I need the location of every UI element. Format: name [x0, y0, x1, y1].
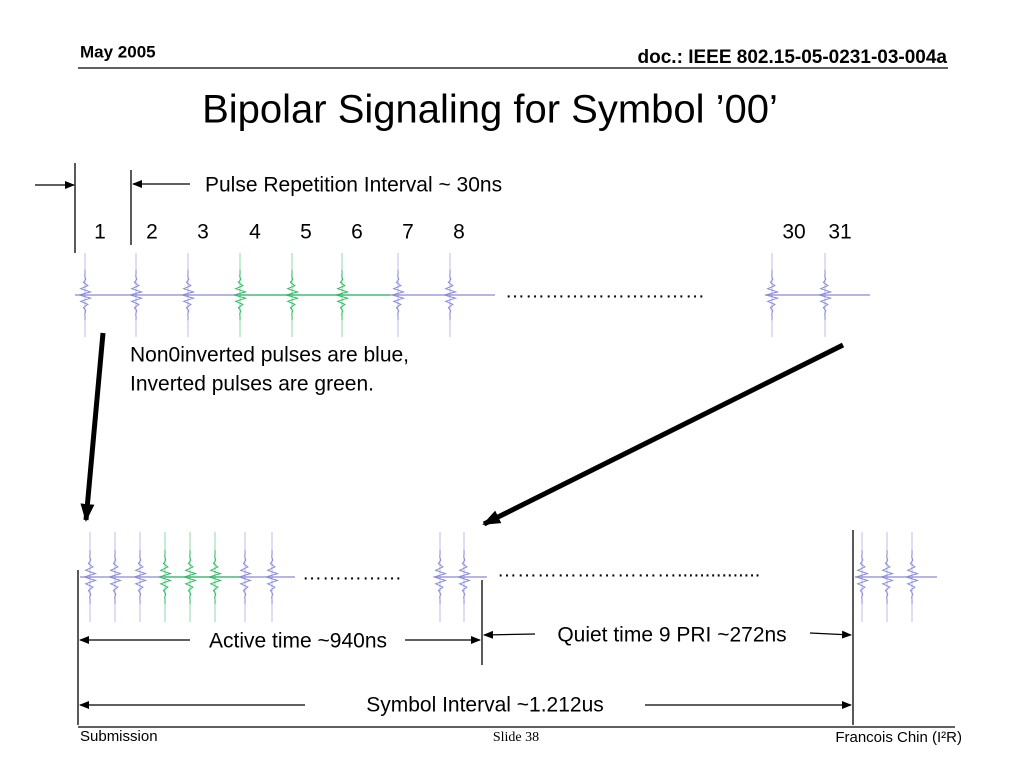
pulse	[456, 549, 472, 605]
pulse-numbers: 1 2 3 4 5 6 7 8 30 31	[94, 221, 852, 244]
pulse-number: 5	[300, 221, 312, 244]
header-doc: doc.: IEEE 802.15-05-0231-03-004a	[638, 47, 948, 68]
zoom-arrow	[482, 342, 845, 527]
footer-right: Francois Chin (I²R)	[835, 729, 962, 746]
pulse	[182, 549, 198, 605]
pulse-number: 30	[782, 221, 805, 244]
pulse-number: 6	[351, 221, 363, 244]
pulse	[107, 549, 123, 605]
note-line: Inverted pulses are green.	[130, 373, 374, 396]
pulse	[442, 269, 458, 321]
pulse	[334, 269, 350, 321]
pulse	[132, 549, 148, 605]
pulse	[284, 269, 300, 321]
pulse	[817, 269, 833, 321]
pulses	[75, 253, 937, 622]
pulse	[232, 269, 248, 321]
bottom-dots: ………………………...............	[497, 559, 760, 581]
pulse	[264, 549, 280, 605]
bottom-dots: ……………	[302, 562, 402, 584]
pulse	[157, 549, 173, 605]
pulse	[207, 549, 223, 605]
footer-center: Slide 38	[493, 730, 539, 745]
pulse-number: 4	[249, 221, 261, 244]
pulse-number: 8	[453, 221, 465, 244]
zoom-arrow	[80, 332, 106, 522]
pulse	[854, 549, 870, 605]
pulse	[180, 269, 196, 321]
pulse-number: 1	[94, 221, 106, 244]
pulse	[82, 549, 98, 605]
note-line: Non0inverted pulses are blue,	[130, 344, 409, 367]
title: Bipolar Signaling for Symbol ’00’	[202, 88, 778, 132]
pulse	[237, 549, 253, 605]
quiet-arrow	[483, 630, 536, 639]
pulse	[904, 549, 920, 605]
active-label: Active time ~940ns	[209, 630, 387, 653]
quiet-label: Quiet time 9 PRI ~272ns	[557, 624, 786, 647]
pulse-number: 3	[197, 221, 209, 244]
footer-left: Submission	[80, 728, 158, 745]
pulse	[390, 269, 406, 321]
pulse-number: 7	[402, 221, 414, 244]
header-date: May 2005	[80, 42, 156, 61]
pri-label: Pulse Repetition Interval ~ 30ns	[205, 174, 502, 197]
pulse	[764, 269, 780, 321]
quiet-arrow	[809, 630, 852, 639]
pulse	[432, 549, 448, 605]
pulse-number: 2	[146, 221, 158, 244]
top-dots: …………………………	[505, 280, 705, 302]
pulse	[879, 549, 895, 605]
pulse	[128, 269, 144, 321]
symbol-label: Symbol Interval ~1.212us	[366, 694, 604, 717]
pulse	[77, 269, 93, 321]
pulse-number: 31	[828, 221, 851, 244]
